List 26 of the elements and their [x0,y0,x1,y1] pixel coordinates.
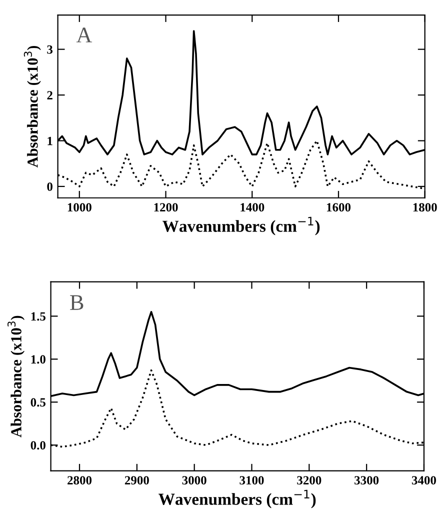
x-axis-title: Wavenumbers (cm$^{−1}$) [158,490,316,508]
x-tick-label: 3000 [182,476,206,485]
y-tick-label: 1.5 [31,312,46,321]
x-axis-title: Wavenumbers (cm$^{−1}$) [162,216,320,236]
y-tick-label: 0.0 [30,441,46,450]
x-tick-label: 1200 [154,203,178,212]
y-tick-label: 3 [47,45,53,54]
x-tick-label: 2800 [68,476,92,485]
y-tick-label: 1 [48,136,52,146]
x-tick-label: 1600 [327,203,351,212]
x-tick-label: 1400 [240,203,264,212]
y-tick-label: 1.0 [31,355,46,364]
x-tick-label: 2900 [124,476,149,485]
x-tick-label: 3400 [412,476,436,485]
x-tick-label: 3300 [354,476,379,485]
x-tick-label: 1800 [413,203,437,212]
annotation: A [76,28,92,42]
x-tick-label: 1000 [68,203,92,212]
x-tick-label: 3200 [297,476,322,485]
y-axis-title: Absorbance (x10$^{3}$) [24,46,41,168]
x-tick-label: 3100 [240,476,264,485]
y-axis-title: Absorbance (x10$^{3}$) [8,316,25,438]
y-tick-label: 2 [47,91,52,100]
y-tick-label: 0.5 [30,398,46,407]
y-tick-label: 0 [47,182,52,191]
annotation: B [70,295,84,310]
